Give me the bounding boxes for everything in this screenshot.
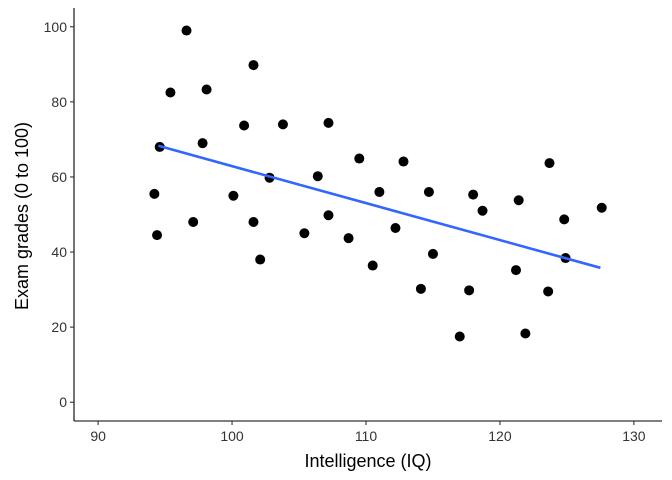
data-point [520,328,531,339]
x-tick-label: 90 [90,428,106,444]
data-point [354,153,365,164]
data-point [367,260,378,271]
data-points [149,25,607,342]
x-axis-ticks: 90 100 110 120 130 [90,421,646,444]
y-tick-label: 100 [44,19,68,35]
y-tick-label: 60 [51,169,67,185]
data-point [239,120,250,131]
data-point [149,188,160,199]
data-point [390,223,401,234]
data-point [165,87,176,98]
data-point [181,25,192,36]
x-axis-title: Intelligence (IQ) [304,451,431,471]
data-point [559,214,570,225]
x-tick-label: 130 [622,428,646,444]
data-point [248,217,259,228]
data-point [454,331,465,342]
x-tick-label: 120 [488,428,512,444]
data-point [374,186,385,197]
y-tick-label: 20 [51,319,67,335]
x-tick-label: 110 [355,428,378,444]
data-point [477,205,488,216]
y-axis-ticks: 0 20 40 60 80 100 [44,19,74,410]
y-tick-label: 0 [59,394,67,410]
data-point [415,283,426,294]
data-point [323,210,334,221]
data-point [398,156,409,167]
data-point [468,189,479,200]
data-point [188,217,199,228]
data-point [299,228,310,239]
data-point [228,190,239,201]
data-point [201,84,212,95]
data-point [544,158,555,169]
data-point [152,230,163,241]
data-point [277,119,288,130]
data-point [248,60,259,71]
data-point [511,265,522,276]
data-point [423,186,434,197]
data-point [543,286,554,297]
data-point [464,285,475,296]
data-point [427,248,438,259]
data-point [513,195,524,206]
trend-line [158,144,601,270]
data-point [312,171,323,182]
data-point [197,138,208,149]
data-point [596,202,607,213]
y-axis-title: Exam grades (0 to 100) [12,122,32,310]
data-point [343,233,354,244]
x-tick-label: 100 [220,428,244,444]
data-point [255,254,266,265]
trend-line-layer [158,144,601,270]
data-point [323,117,334,128]
y-tick-label: 40 [51,244,67,260]
y-tick-label: 80 [51,94,67,110]
